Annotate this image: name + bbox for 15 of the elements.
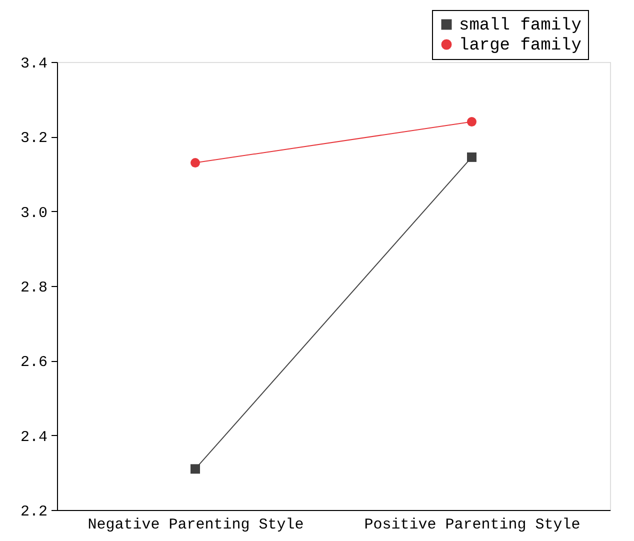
legend-label: large family: [459, 36, 582, 56]
point: [190, 464, 200, 474]
point: [467, 117, 476, 126]
legend-label: small family: [459, 16, 582, 36]
x-tick-label: Positive Parenting Style: [364, 516, 580, 534]
point: [467, 152, 476, 162]
y-tick-label: 3.0: [20, 204, 48, 222]
y-tick-label: 2.6: [20, 354, 48, 372]
y-tick-label: 2.4: [20, 428, 48, 446]
y-tick-label: 3.4: [20, 56, 48, 72]
y-tick-label: 2.2: [20, 504, 48, 520]
point: [190, 158, 200, 168]
y-tick-label: 2.8: [20, 280, 48, 296]
y-tick-label: 3.2: [20, 130, 48, 148]
x-tick-label: Negative Parenting Style: [88, 516, 304, 534]
